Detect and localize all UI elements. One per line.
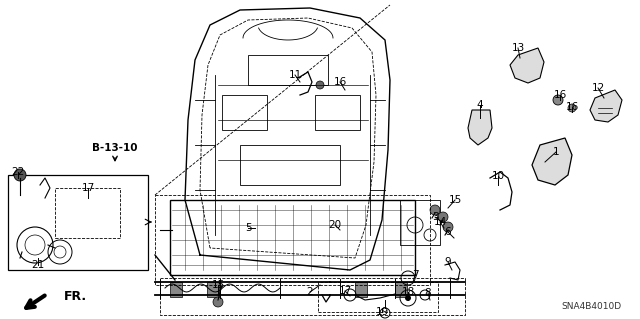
Text: 13: 13 <box>511 43 525 53</box>
Bar <box>8 175 148 270</box>
Text: 16: 16 <box>554 90 566 100</box>
Polygon shape <box>510 48 544 83</box>
Text: 10: 10 <box>492 171 504 181</box>
Text: 16: 16 <box>333 77 347 87</box>
Circle shape <box>316 81 324 89</box>
Bar <box>355 282 367 297</box>
Bar <box>315 95 360 130</box>
Bar <box>207 282 219 297</box>
Text: 6: 6 <box>445 227 451 237</box>
Circle shape <box>438 212 448 222</box>
Circle shape <box>568 104 576 112</box>
Text: 17: 17 <box>81 183 95 193</box>
Text: 1: 1 <box>553 147 559 157</box>
Circle shape <box>14 169 26 181</box>
Text: 5: 5 <box>244 223 252 233</box>
Text: FR.: FR. <box>64 290 87 302</box>
Bar <box>170 282 182 297</box>
Bar <box>395 282 407 297</box>
Polygon shape <box>532 138 572 185</box>
Text: 21: 21 <box>31 260 45 270</box>
Bar <box>318 282 438 312</box>
Polygon shape <box>468 110 492 145</box>
Text: 15: 15 <box>211 280 225 290</box>
Text: 15: 15 <box>449 195 461 205</box>
Bar <box>55 188 120 238</box>
Text: 7: 7 <box>412 270 419 280</box>
Text: 11: 11 <box>289 70 301 80</box>
Circle shape <box>430 205 440 215</box>
Text: 14: 14 <box>433 217 447 227</box>
Text: 20: 20 <box>328 220 342 230</box>
Text: 16: 16 <box>565 102 579 112</box>
Text: SNA4B4010D: SNA4B4010D <box>562 302 622 311</box>
Bar <box>240 145 340 185</box>
Polygon shape <box>590 90 622 122</box>
Circle shape <box>213 297 223 307</box>
Circle shape <box>405 295 411 301</box>
Text: 17: 17 <box>339 286 351 296</box>
Text: 19: 19 <box>376 307 388 317</box>
Text: 2: 2 <box>307 287 314 297</box>
Bar <box>400 200 440 245</box>
Text: 8: 8 <box>425 288 431 298</box>
Text: 12: 12 <box>591 83 605 93</box>
Text: B-13-10: B-13-10 <box>92 143 138 153</box>
Text: 9: 9 <box>445 257 451 267</box>
Circle shape <box>553 95 563 105</box>
Text: 18: 18 <box>401 287 415 297</box>
Text: 3: 3 <box>432 212 438 222</box>
Bar <box>170 200 415 275</box>
Circle shape <box>443 222 453 232</box>
Bar <box>222 95 267 130</box>
Text: 4: 4 <box>477 100 483 110</box>
Text: 22: 22 <box>12 167 24 177</box>
Bar <box>248 55 328 85</box>
